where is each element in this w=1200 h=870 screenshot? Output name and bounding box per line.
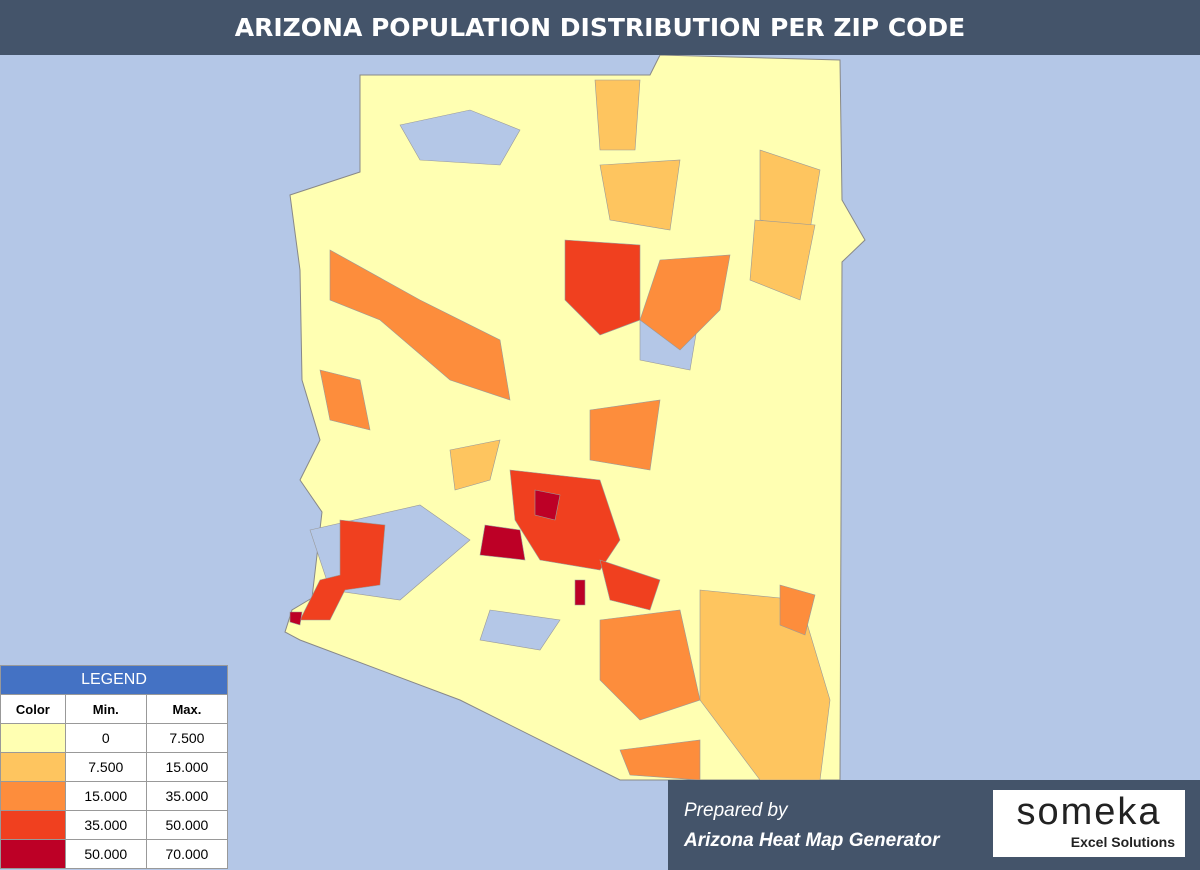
zip-area (299, 519, 386, 621)
zip-area (589, 399, 661, 471)
legend-min: 35.000 (64, 810, 147, 840)
generator-name: Arizona Heat Map Generator (684, 830, 940, 851)
zip-area (599, 609, 701, 721)
zip-area (319, 369, 371, 431)
zip-areas (289, 79, 831, 781)
zip-area (479, 609, 561, 651)
zip-area (329, 249, 511, 401)
logo: someka Excel Solutions (993, 790, 1185, 857)
legend-max: 70.000 (145, 839, 229, 869)
legend-min: 15.000 (64, 781, 147, 811)
zip-area (564, 239, 641, 336)
color-swatch (0, 781, 66, 811)
zip-area (534, 489, 561, 521)
color-swatch (0, 810, 66, 840)
zip-area (599, 559, 661, 611)
zip-area (639, 254, 731, 351)
zip-area (779, 584, 816, 636)
zip-area (749, 219, 816, 301)
legend-row: 0 7.500 (0, 723, 229, 753)
legend-min: 50.000 (64, 839, 147, 869)
legend-min: 0 (64, 723, 147, 753)
color-swatch (0, 723, 66, 753)
legend-max: 50.000 (145, 810, 229, 840)
color-swatch (0, 752, 66, 782)
legend-title: LEGEND (0, 665, 228, 695)
zip-area (594, 79, 641, 151)
column-header: Color (0, 694, 66, 724)
color-swatch (0, 839, 66, 869)
logo-subtext: Excel Solutions (1070, 834, 1175, 850)
legend-row: 15.000 35.000 (0, 781, 229, 811)
zip-area (289, 611, 303, 626)
title: ARIZONA POPULATION DISTRIBUTION PER ZIP … (0, 0, 1200, 55)
zip-area (574, 579, 586, 606)
zip-area (599, 159, 681, 231)
legend-row: 7.500 15.000 (0, 752, 229, 782)
zip-area (479, 524, 526, 561)
legend-max: 7.500 (145, 723, 229, 753)
zip-area (449, 439, 501, 491)
zip-area (399, 109, 521, 166)
legend-row: 35.000 50.000 (0, 810, 229, 840)
column-header: Min. (64, 694, 147, 724)
footer: Prepared by Arizona Heat Map Generator s… (668, 780, 1200, 870)
legend-max: 35.000 (145, 781, 229, 811)
legend-min: 7.500 (64, 752, 147, 782)
column-header: Max. (145, 694, 229, 724)
legend-row: 50.000 70.000 (0, 839, 229, 869)
prepared-by: Prepared by (684, 800, 788, 821)
logo-text: someka (1016, 791, 1162, 833)
legend-max: 15.000 (145, 752, 229, 782)
legend: LEGEND Color Min. Max. 0 7.500 7.500 15.000 15… (0, 665, 229, 869)
